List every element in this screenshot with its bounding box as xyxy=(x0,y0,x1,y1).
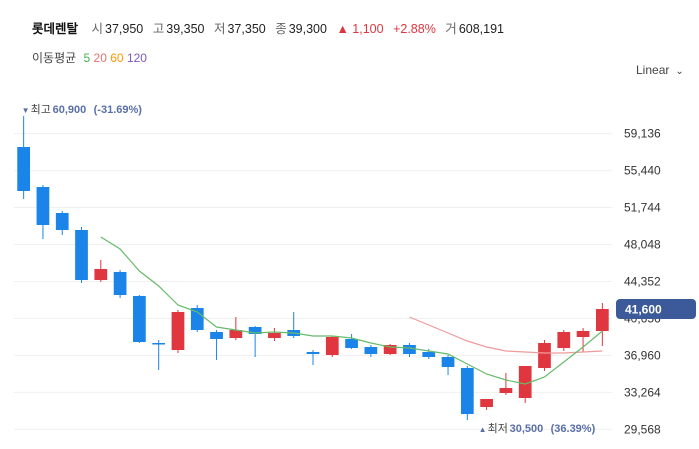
y-tick-label: 48,048 xyxy=(624,238,661,252)
candle-down xyxy=(36,187,50,225)
candle-down xyxy=(441,357,455,367)
candle-up xyxy=(518,366,532,398)
min-marker-icon: ▲ xyxy=(479,425,487,434)
low-value: 37,350 xyxy=(227,22,266,36)
max-marker-icon: ▼ xyxy=(22,106,30,115)
y-tick-label: 29,568 xyxy=(624,422,661,436)
moving-average-lines xyxy=(100,236,603,385)
high-label: 고 xyxy=(152,22,165,36)
chevron-down-icon: ⌄ xyxy=(675,66,684,77)
price-summary-header: 롯데렌탈 시 37,950 고 39,350 저 37,350 종 39,300 ▲ 1… xyxy=(32,18,510,37)
candle-up xyxy=(538,343,551,368)
candle-down xyxy=(364,347,378,354)
high-value: 39,350 xyxy=(166,22,205,36)
close-label: 종 xyxy=(275,22,287,36)
moving-average-label: 이동평균 xyxy=(32,51,77,65)
open-value: 37,950 xyxy=(105,22,144,36)
ma-60-legend[interactable]: 60 xyxy=(110,51,124,65)
y-tick-label: 33,264 xyxy=(624,385,661,399)
scale-selector[interactable]: Linear ⌄ xyxy=(636,63,684,77)
candle-down xyxy=(248,327,262,334)
ma-120-legend[interactable]: 120 xyxy=(126,51,147,65)
candle-up xyxy=(268,333,281,338)
candle-up xyxy=(325,337,339,355)
ma-5-line xyxy=(100,236,603,385)
candle-down xyxy=(133,296,146,342)
candle-up xyxy=(595,309,609,331)
close-value: 39,300 xyxy=(288,22,327,36)
candle-down xyxy=(210,332,223,339)
candle-up xyxy=(94,269,108,280)
candle-down xyxy=(190,308,204,330)
candle-down xyxy=(422,352,436,357)
candle-up xyxy=(576,331,590,337)
candles xyxy=(17,116,609,420)
min-marker-pct: (36.39%) xyxy=(551,423,596,435)
candle-up xyxy=(171,312,185,350)
y-tick-label: 51,744 xyxy=(624,201,661,215)
y-tick-label: 59,136 xyxy=(624,127,661,141)
candle-up xyxy=(480,399,493,407)
candle-down xyxy=(460,368,474,414)
ma-20-line xyxy=(409,316,603,354)
ma-20-legend[interactable]: 20 xyxy=(93,51,107,65)
current-price-label: 41,600 xyxy=(625,303,662,317)
candle-down xyxy=(345,339,358,348)
stock-name: 롯데렌탈 xyxy=(32,22,79,36)
current-price-badge xyxy=(616,299,696,319)
low-label: 저 xyxy=(213,22,226,36)
y-tick-label: 44,352 xyxy=(624,274,661,288)
min-marker-value: 30,500 xyxy=(510,423,544,435)
volume-value: 608,191 xyxy=(458,22,504,36)
candle-down xyxy=(75,230,88,280)
extreme-markers: ▼ 최고 60,900 (-31.69%) ▲ 최저 30,500 (36.39%) xyxy=(22,103,596,435)
candle-down xyxy=(152,343,166,345)
candle-down xyxy=(55,213,69,230)
scale-label: Linear xyxy=(636,63,670,77)
change-up-icon: ▲ xyxy=(336,22,349,36)
y-tick-label: 36,960 xyxy=(624,348,661,362)
moving-average-legend: 이동평균 5 20 60 120 xyxy=(32,49,147,66)
change-percent: +2.88% xyxy=(393,22,436,36)
candle-down xyxy=(306,352,320,354)
candle-down xyxy=(17,147,31,191)
candle-up xyxy=(557,332,571,348)
candle-up xyxy=(383,345,397,354)
max-marker-pct: (-31.69%) xyxy=(94,104,143,116)
candle-down xyxy=(403,345,416,354)
candle-up xyxy=(499,388,513,393)
y-tick-label: 55,440 xyxy=(624,164,661,178)
max-marker-value: 60,900 xyxy=(53,104,87,116)
y-axis: 59,13655,44051,74448,04844,35240,65636,9… xyxy=(616,127,696,436)
open-label: 시 xyxy=(91,22,104,36)
max-marker-label: 최고 xyxy=(31,103,51,116)
ma-5-legend[interactable]: 5 xyxy=(83,51,91,65)
candle-down xyxy=(113,272,127,295)
change-value: 1,100 xyxy=(352,22,384,36)
candle-up xyxy=(229,330,243,338)
volume-label: 거 xyxy=(445,22,457,36)
min-marker-label: 최저 xyxy=(488,422,508,435)
